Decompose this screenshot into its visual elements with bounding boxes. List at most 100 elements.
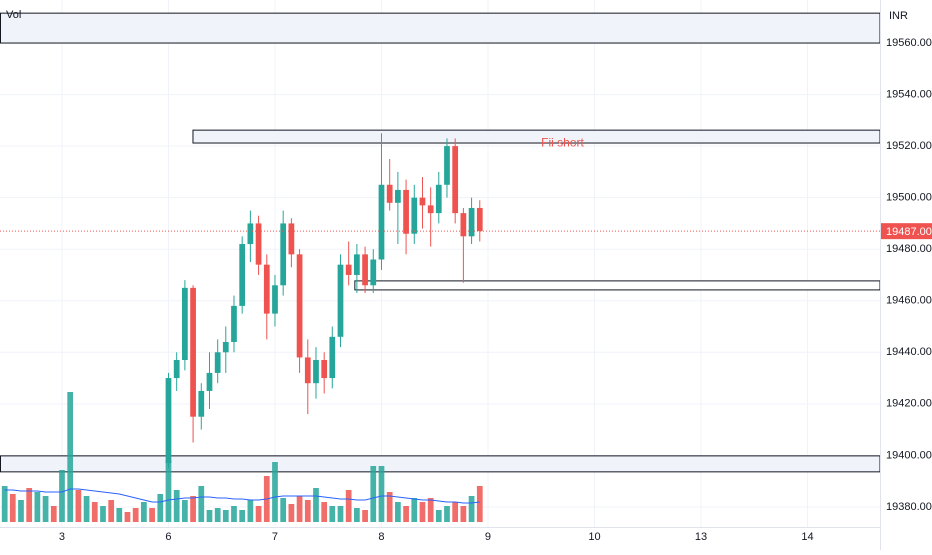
volume-bar xyxy=(182,500,188,522)
candle-body xyxy=(411,197,418,234)
candle-body xyxy=(395,189,401,203)
candle-body xyxy=(444,146,450,185)
candle-body xyxy=(460,213,467,237)
y-tick-label: 19460.00 xyxy=(886,295,932,307)
volume-bar xyxy=(116,508,123,522)
volume-bar xyxy=(141,502,147,522)
volume-bar xyxy=(288,504,295,522)
volume-bar xyxy=(419,502,426,522)
zone xyxy=(354,280,881,291)
zone xyxy=(0,455,881,473)
volume-bar xyxy=(83,496,90,522)
candle-body xyxy=(280,223,287,286)
y-tick-label: 19560.00 xyxy=(886,37,932,49)
candle-body xyxy=(165,378,172,464)
volume-pane xyxy=(1,392,483,522)
volume-bar xyxy=(222,510,229,522)
y-tick-label: 19520.00 xyxy=(886,140,932,152)
candle-body xyxy=(337,264,344,337)
x-tick-label: 13 xyxy=(695,531,707,543)
volume-bar xyxy=(378,466,385,522)
zone xyxy=(0,12,881,44)
volume-bar xyxy=(362,510,368,522)
candle-body xyxy=(304,357,311,384)
volume-bar xyxy=(345,490,352,522)
volume-bar xyxy=(34,492,41,522)
volume-bar xyxy=(247,500,254,522)
volume-bar xyxy=(42,496,49,522)
volume-bar xyxy=(132,508,139,522)
y-tick-label: 19540.00 xyxy=(886,88,932,100)
volume-bar xyxy=(100,506,106,522)
volume-bar xyxy=(386,492,393,522)
candle-body xyxy=(206,372,213,391)
candle-body xyxy=(190,287,196,417)
volume-ma-line xyxy=(4,488,480,504)
volume-bar xyxy=(67,392,74,522)
candle-body xyxy=(468,207,475,237)
volume-bar xyxy=(321,502,328,522)
volume-bar xyxy=(239,510,246,522)
candle-body xyxy=(476,207,483,232)
volume-bar xyxy=(476,486,483,522)
volume-bar xyxy=(50,506,57,522)
candle-body xyxy=(239,244,246,306)
candle-body xyxy=(403,189,409,234)
volume-bar xyxy=(18,500,24,522)
candle-body xyxy=(427,205,434,214)
candle-body xyxy=(182,287,188,361)
candle-body xyxy=(452,146,459,214)
volume-bar xyxy=(395,502,401,522)
zone xyxy=(192,129,881,144)
candle-body xyxy=(378,184,385,260)
volume-bar xyxy=(296,496,303,522)
volume-bar xyxy=(124,512,131,522)
candle-body xyxy=(362,254,368,286)
volume-bar xyxy=(75,490,82,522)
volume-bar xyxy=(198,486,205,522)
volume-bar xyxy=(427,498,434,522)
volume-bar xyxy=(272,462,278,522)
y-tick-label: 19420.00 xyxy=(886,398,932,410)
volume-bar xyxy=(206,510,213,522)
volume-bar xyxy=(435,510,442,522)
x-tick-label: 7 xyxy=(272,531,278,543)
axes: 19380.00 19400.00 19420.00 19440.00 19460.00… xyxy=(59,37,932,543)
volume-bar xyxy=(214,508,221,522)
x-tick-label: 6 xyxy=(165,531,171,543)
candle-body xyxy=(198,390,205,417)
volume-bar xyxy=(403,506,409,522)
candles xyxy=(165,133,483,469)
pane-label: Vol xyxy=(6,9,21,21)
volume-bar xyxy=(337,506,344,522)
volume-bar xyxy=(280,498,287,522)
last-price-label: 19487.00 xyxy=(886,226,932,238)
x-tick-label: 14 xyxy=(801,531,813,543)
x-tick-label: 3 xyxy=(59,531,65,543)
volume-bar xyxy=(370,466,377,522)
annotation: Fii short xyxy=(541,136,584,150)
candle-body xyxy=(288,223,295,255)
candle-body xyxy=(214,352,221,373)
candle-body xyxy=(263,264,270,314)
volume-bar xyxy=(165,460,172,522)
y-tick-label: 19400.00 xyxy=(886,449,932,461)
candle-body xyxy=(370,259,377,286)
x-tick-label: 9 xyxy=(485,531,491,543)
last-price-badge xyxy=(881,223,932,240)
volume-bar xyxy=(255,506,262,522)
volume-bar xyxy=(149,508,155,522)
y-tick-label: 19380.00 xyxy=(886,501,932,513)
volume-bar xyxy=(354,508,360,522)
volume-bar xyxy=(59,470,65,522)
currency-label: INR xyxy=(889,10,908,22)
candle-body xyxy=(247,223,254,245)
candle-body xyxy=(222,341,229,353)
volume-bar xyxy=(304,500,311,522)
candle-body xyxy=(255,223,262,265)
candle-body xyxy=(313,360,319,384)
candle-body xyxy=(419,197,426,206)
volume-bar xyxy=(190,496,196,522)
x-tick-label: 10 xyxy=(588,531,600,543)
